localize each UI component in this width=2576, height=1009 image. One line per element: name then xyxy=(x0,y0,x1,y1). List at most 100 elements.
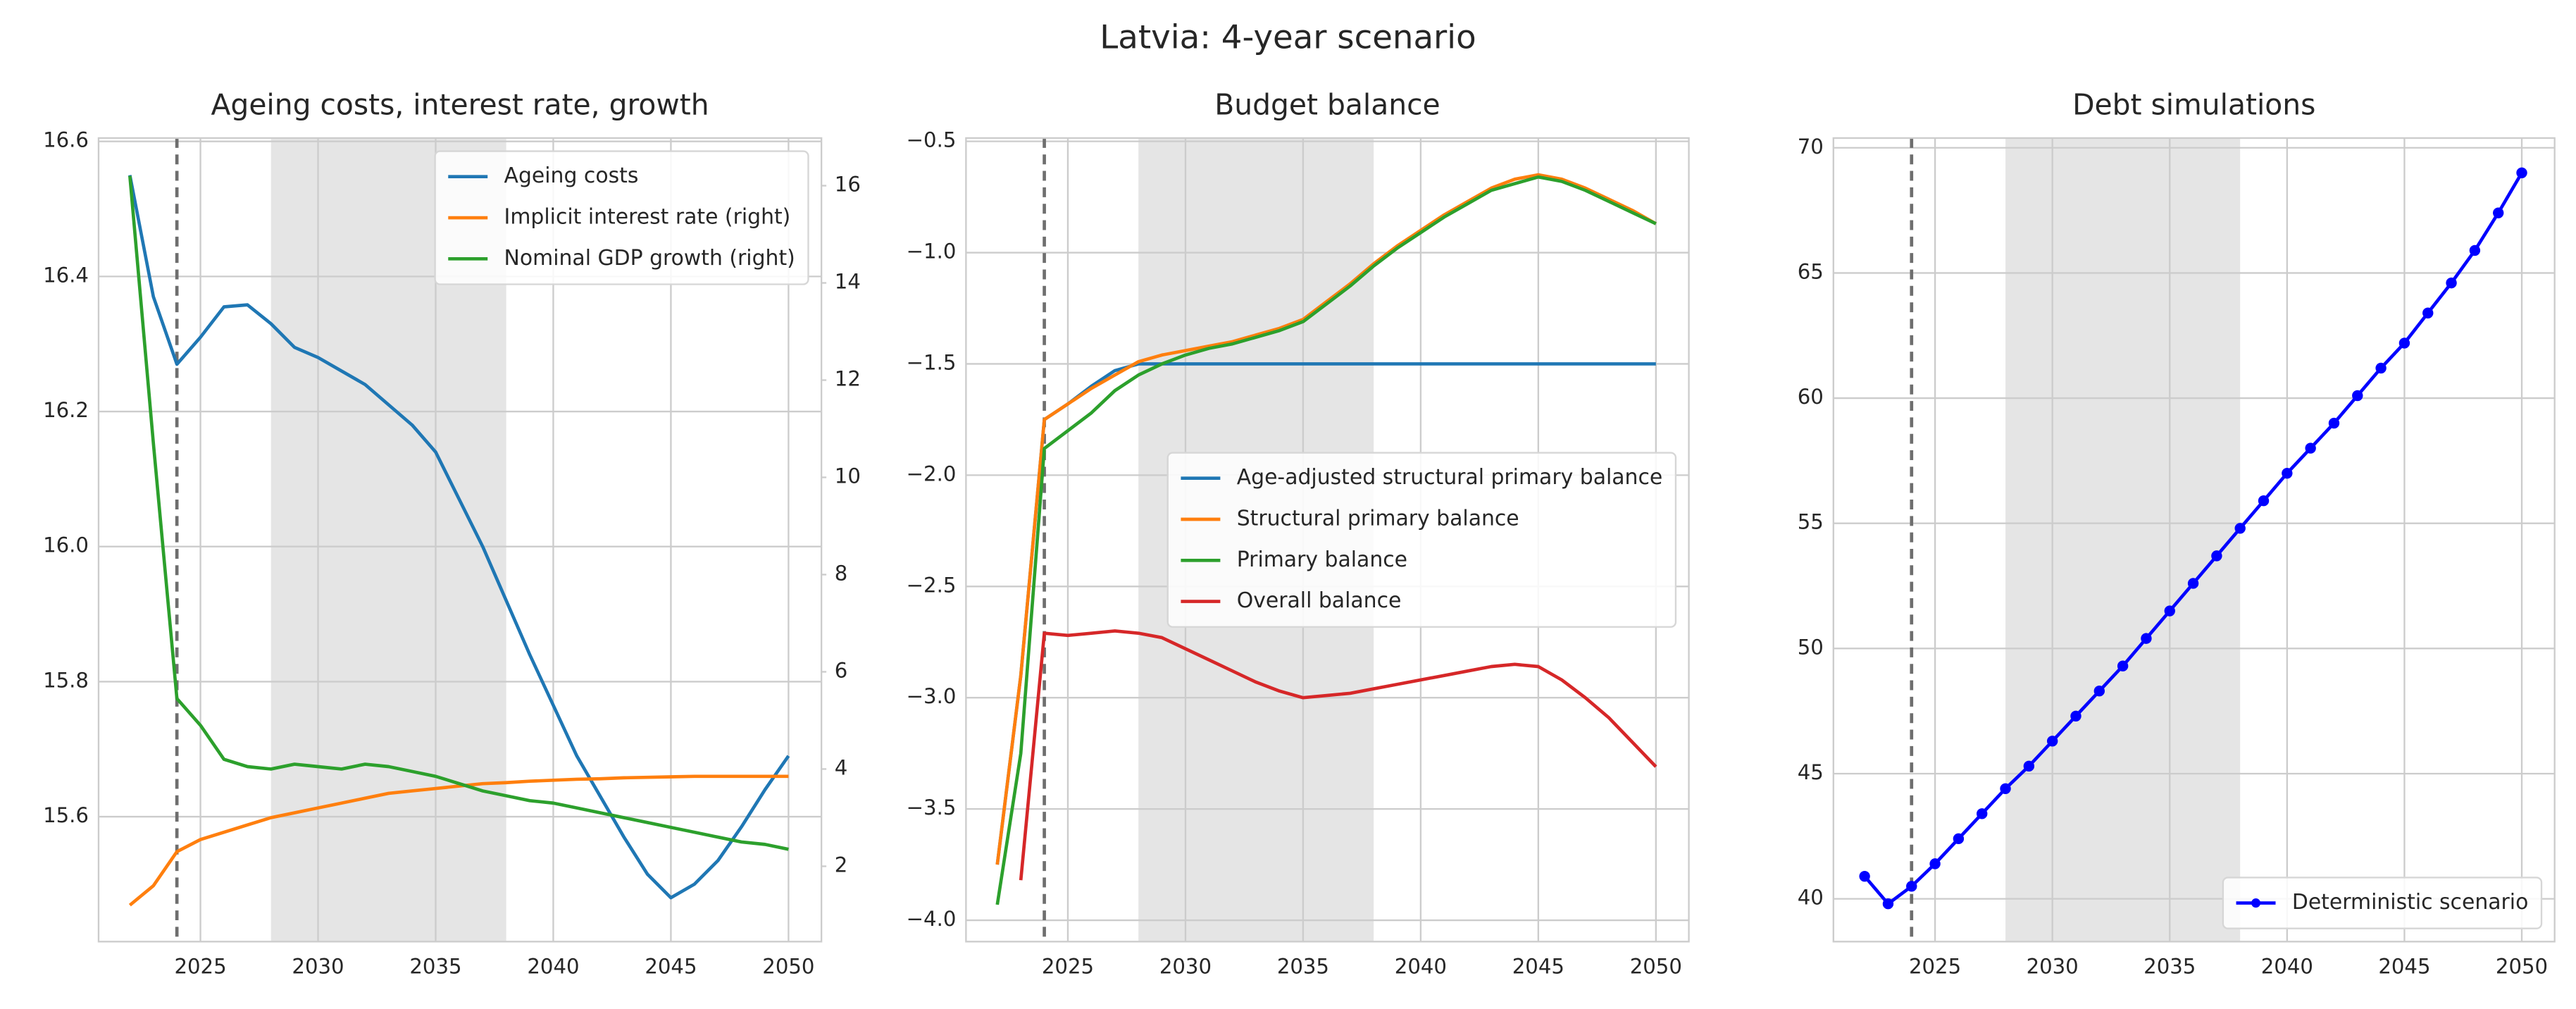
point-marker xyxy=(2446,277,2457,289)
point-marker xyxy=(2023,760,2035,772)
y-tick-label: 15.8 xyxy=(43,668,89,692)
x-tick-label: 2050 xyxy=(1630,955,1682,979)
y-tick-label: −4.0 xyxy=(907,907,957,931)
legend-label: Ageing costs xyxy=(504,163,639,188)
point-marker xyxy=(2187,578,2199,589)
y2-tick-label: 10 xyxy=(835,464,861,488)
point-marker xyxy=(2258,495,2270,507)
legend-label: Nominal GDP growth (right) xyxy=(504,246,795,271)
legend-box xyxy=(2222,877,2543,929)
y-tick-label: 15.6 xyxy=(43,803,89,827)
axes-frame xyxy=(965,137,1690,943)
point-marker xyxy=(2093,686,2105,697)
point-marker xyxy=(2046,736,2058,747)
legend-marker xyxy=(2251,898,2261,908)
axes-frame xyxy=(97,137,823,943)
series-line xyxy=(995,175,1657,905)
point-marker xyxy=(2422,307,2434,318)
y-tick-label: −1.5 xyxy=(907,350,957,374)
point-marker xyxy=(2305,442,2316,454)
x-tick-label: 2035 xyxy=(409,955,461,979)
x-tick-label: 2025 xyxy=(1042,955,1094,979)
point-marker xyxy=(2375,362,2387,374)
x-tick-label: 2045 xyxy=(2378,955,2430,979)
y2-tick-label: 4 xyxy=(835,755,848,779)
legend: Age-adjusted structural primary balance S… xyxy=(1166,452,1677,628)
y-tick-label: −3.0 xyxy=(907,684,957,708)
y-tick-label: −2.5 xyxy=(907,573,957,597)
series-line xyxy=(995,362,1656,865)
subplot-title: Ageing costs, interest rate, growth xyxy=(211,88,709,122)
x-tick-label: 2050 xyxy=(762,955,814,979)
x-tick-label: 2050 xyxy=(2496,955,2548,979)
x-tick-label: 2035 xyxy=(1277,955,1329,979)
y-tick-label: 50 xyxy=(1798,635,1824,659)
subplot: 2025 2030 2035 2040 2045 2050 40 45 50 55 60 65 70 De… xyxy=(1798,88,2556,979)
x-tick-label: 2030 xyxy=(2027,955,2079,979)
point-marker xyxy=(2000,783,2011,794)
axes-frame xyxy=(1832,137,2556,943)
x-tick-label: 2035 xyxy=(2143,955,2196,979)
y-tick-label: 70 xyxy=(1798,135,1824,159)
legend-label: Overall balance xyxy=(1237,588,1402,613)
y-tick-label: −3.5 xyxy=(907,796,957,819)
legend-label: Implicit interest rate (right) xyxy=(504,205,791,230)
y-tick-label: 55 xyxy=(1798,510,1824,534)
x-tick-label: 2030 xyxy=(1159,955,1212,979)
series-line xyxy=(128,175,790,900)
y-tick-label: 60 xyxy=(1798,385,1824,409)
y2-tick-label: 12 xyxy=(835,366,861,390)
y2-tick-label: 6 xyxy=(835,658,848,682)
point-marker xyxy=(2117,660,2129,671)
point-marker xyxy=(2516,167,2527,178)
y-tick-label: −1.0 xyxy=(907,240,957,264)
series-line xyxy=(995,173,1657,865)
point-marker xyxy=(2328,417,2340,429)
point-marker xyxy=(1882,898,1894,910)
legend-label: Age-adjusted structural primary balance xyxy=(1237,465,1663,490)
x-tick-label: 2025 xyxy=(174,955,226,979)
y-tick-label: 65 xyxy=(1798,259,1824,283)
x-tick-label: 2025 xyxy=(1909,955,1961,979)
figure-title: Latvia: 4-year scenario xyxy=(1100,18,1476,56)
x-tick-label: 2045 xyxy=(1512,955,1564,979)
point-marker xyxy=(2398,338,2410,349)
point-marker xyxy=(1859,870,1870,882)
y-tick-label: 16.2 xyxy=(43,398,89,422)
y-tick-label: 45 xyxy=(1798,760,1824,784)
subplot: 2025 2030 2035 2040 2045 2050 −4.0 −3.5 −3.0 −2.5… xyxy=(907,88,1690,979)
x-tick-label: 2040 xyxy=(2261,955,2313,979)
point-marker xyxy=(1906,881,1917,892)
point-marker xyxy=(2164,605,2175,617)
point-marker xyxy=(1977,808,1988,819)
y2-tick-label: 14 xyxy=(835,270,861,294)
legend-box xyxy=(434,150,809,285)
point-marker xyxy=(2211,550,2222,562)
point-marker xyxy=(1929,858,1941,869)
point-marker xyxy=(2282,467,2293,479)
point-marker xyxy=(2141,633,2152,644)
legend-box xyxy=(1166,452,1677,628)
x-tick-label: 2030 xyxy=(292,955,344,979)
subplot: 2025 2030 2035 2040 2045 2050 15.6 15.8 16.0 16.2… xyxy=(43,88,861,979)
point-marker xyxy=(2493,207,2504,218)
legend: Deterministic scenario xyxy=(2222,877,2543,929)
y2-tick-label: 8 xyxy=(835,561,848,585)
x-tick-label: 2045 xyxy=(645,955,697,979)
y-tick-label: −2.0 xyxy=(907,462,957,485)
legend: Ageing costs Implicit interest rate (righ… xyxy=(434,150,809,285)
shaded-span xyxy=(2005,137,2241,942)
point-marker xyxy=(2070,710,2082,722)
legend-label: Primary balance xyxy=(1237,547,1407,572)
legend-label: Deterministic scenario xyxy=(2292,890,2529,915)
point-marker xyxy=(2469,244,2481,256)
subplot-title: Budget balance xyxy=(1214,88,1440,122)
point-marker xyxy=(2234,523,2246,534)
y-tick-label: −0.5 xyxy=(907,128,957,152)
y-tick-label: 40 xyxy=(1798,886,1824,910)
point-marker xyxy=(2352,390,2363,402)
y-tick-label: 16.0 xyxy=(43,533,89,557)
y-tick-label: 16.4 xyxy=(43,263,89,287)
x-tick-label: 2040 xyxy=(527,955,579,979)
